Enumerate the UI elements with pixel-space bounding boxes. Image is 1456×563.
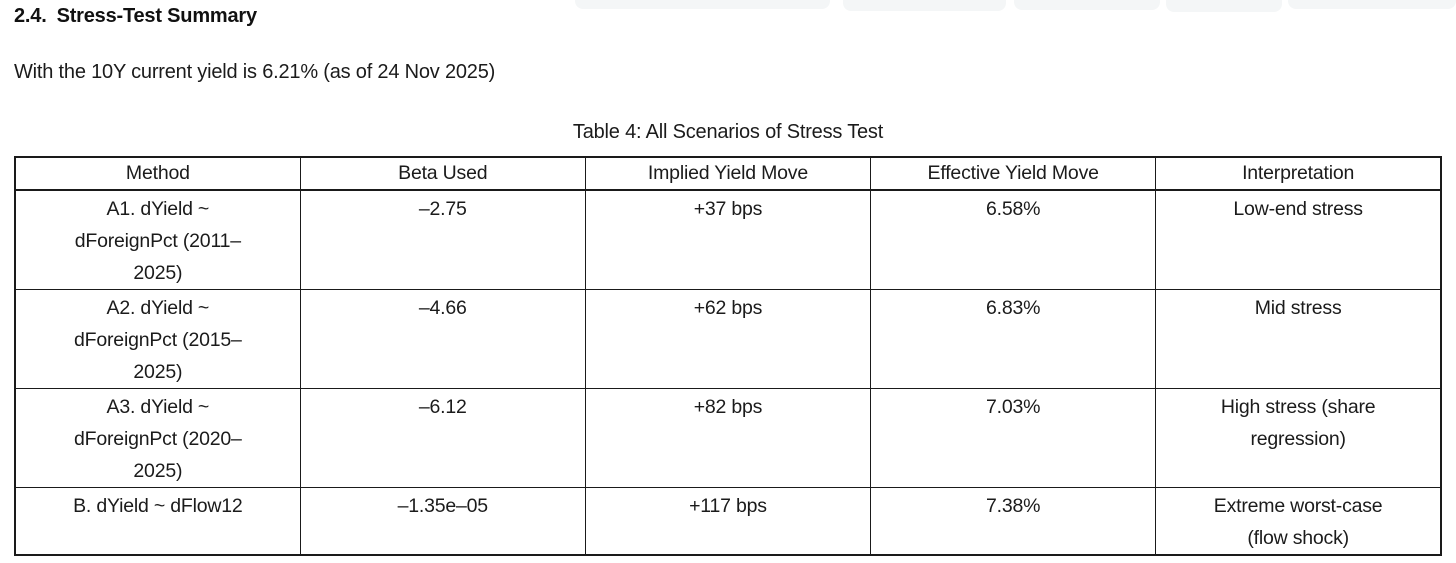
cutoff-blob — [843, 0, 1006, 11]
cell-beta-used: –6.12 — [299, 388, 586, 488]
column-header-interpretation: Interpretation — [1155, 156, 1442, 191]
cell-implied-yield-move: +117 bps — [584, 487, 872, 556]
intro-text: With the 10Y current yield is 6.21% (as … — [14, 61, 496, 83]
column-header-beta-used: Beta Used — [299, 156, 586, 191]
cell-effective-yield-move: 6.58% — [870, 189, 1157, 290]
stress-test-table: Method Beta Used Implied Yield Move Effe… — [14, 156, 1442, 556]
cell-implied-yield-move: +82 bps — [584, 388, 872, 488]
section-title: Stress-Test Summary — [56, 5, 258, 27]
cell-interpretation: Extreme worst-case (flow shock) — [1155, 487, 1442, 556]
column-header-effective-yield-move: Effective Yield Move — [870, 156, 1157, 191]
cell-beta-used: –4.66 — [299, 289, 586, 389]
cutoff-blob — [575, 0, 830, 9]
table-row: A1. dYield ~ dForeignPct (2011– 2025) –2… — [14, 189, 1442, 290]
cell-method: B. dYield ~ dFlow12 — [14, 487, 301, 556]
cutoff-content-artifact — [0, 0, 1456, 14]
table-row: A3. dYield ~ dForeignPct (2020– 2025) –6… — [14, 388, 1442, 488]
cell-method: A3. dYield ~ dForeignPct (2020– 2025) — [14, 388, 301, 488]
table-row: A2. dYield ~ dForeignPct (2015– 2025) –4… — [14, 289, 1442, 389]
cell-effective-yield-move: 6.83% — [870, 289, 1157, 389]
column-header-method: Method — [14, 156, 301, 191]
cell-beta-used: –1.35e–05 — [299, 487, 586, 556]
cell-method: A2. dYield ~ dForeignPct (2015– 2025) — [14, 289, 301, 389]
section-heading: 2.4. Stress-Test Summary — [14, 5, 257, 28]
cell-method: A1. dYield ~ dForeignPct (2011– 2025) — [14, 189, 301, 290]
cell-beta-used: –2.75 — [299, 189, 586, 290]
section-number: 2.4. — [14, 5, 47, 27]
cell-interpretation: Low-end stress — [1155, 189, 1442, 290]
cell-implied-yield-move: +37 bps — [584, 189, 872, 290]
cutoff-blob — [1014, 0, 1160, 10]
cell-effective-yield-move: 7.03% — [870, 388, 1157, 488]
cutoff-blob — [1166, 0, 1282, 12]
cell-interpretation: Mid stress — [1155, 289, 1442, 389]
table-row: B. dYield ~ dFlow12 –1.35e–05 +117 bps 7… — [14, 487, 1442, 556]
table-header-row: Method Beta Used Implied Yield Move Effe… — [14, 156, 1442, 191]
cell-interpretation: High stress (share regression) — [1155, 388, 1442, 488]
cutoff-blob — [1288, 0, 1456, 9]
table-caption: Table 4: All Scenarios of Stress Test — [572, 121, 884, 143]
cell-effective-yield-move: 7.38% — [870, 487, 1157, 556]
column-header-implied-yield-move: Implied Yield Move — [584, 156, 872, 191]
cell-implied-yield-move: +62 bps — [584, 289, 872, 389]
